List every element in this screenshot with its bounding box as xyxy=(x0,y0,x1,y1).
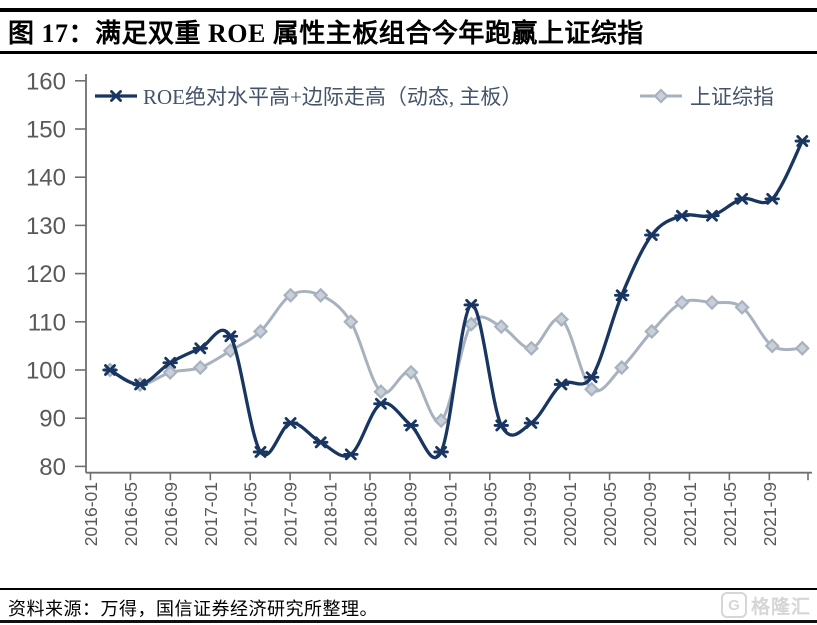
diamond-marker xyxy=(192,360,208,376)
asterisk-marker xyxy=(252,446,269,458)
y-tick-label: 110 xyxy=(28,309,66,336)
asterisk-marker xyxy=(493,419,509,432)
x-tick-label: 2018-01 xyxy=(321,482,341,546)
source-note: 资料来源：万得，国信证券经济研究所整理。 xyxy=(8,599,378,619)
asterisk-marker xyxy=(313,436,329,449)
x-tick-label: 2018-05 xyxy=(361,482,381,546)
diamond-marker xyxy=(373,384,389,400)
diamond-marker xyxy=(704,294,720,311)
x-tick-label: 2017-01 xyxy=(201,482,221,546)
y-tick-label: 90 xyxy=(39,406,66,433)
gelonghui-logo-icon: G xyxy=(720,592,747,618)
asterisk-marker xyxy=(674,209,690,222)
x-tick-label: 2016-01 xyxy=(81,482,101,546)
x-tick-label: 2020-05 xyxy=(600,482,620,546)
diamond-marker xyxy=(764,338,780,354)
asterisk-marker xyxy=(222,330,239,343)
x-tick-label: 2021-01 xyxy=(680,482,700,546)
x-tick-label: 2021-09 xyxy=(760,482,780,546)
series-line-sse-index xyxy=(109,289,803,423)
y-tick-label: 160 xyxy=(26,68,66,95)
asterisk-marker xyxy=(764,192,780,205)
asterisk-marker xyxy=(794,135,810,147)
title-rule xyxy=(0,51,817,54)
asterisk-marker xyxy=(102,364,118,376)
diamond-marker xyxy=(252,323,269,339)
gelonghui-watermark: G 格隆汇 xyxy=(720,592,811,618)
x-tick-label: 2019-09 xyxy=(520,482,540,546)
diamond-marker xyxy=(283,287,299,303)
asterisk-marker xyxy=(162,356,178,369)
asterisk-marker xyxy=(734,192,750,205)
asterisk-marker xyxy=(282,417,299,429)
diamond-marker xyxy=(433,413,449,429)
diamond-marker xyxy=(653,88,669,104)
legend-label-sse: 上证综指 xyxy=(690,85,774,109)
asterisk-marker xyxy=(704,209,720,222)
diamond-marker xyxy=(734,299,750,315)
x-tick-label: 2020-01 xyxy=(560,482,580,546)
x-tick-label: 2018-09 xyxy=(400,482,420,546)
asterisk-marker xyxy=(373,397,389,410)
x-tick-label: 2017-05 xyxy=(241,482,261,546)
diamond-marker xyxy=(343,314,359,330)
diamond-marker xyxy=(644,323,660,339)
y-tick-label: 150 xyxy=(26,117,66,144)
footer-rule xyxy=(0,588,817,590)
asterisk-marker xyxy=(553,378,570,391)
diamond-marker xyxy=(794,340,810,356)
diamond-marker xyxy=(162,364,178,380)
y-tick-label: 100 xyxy=(26,358,66,385)
asterisk-marker xyxy=(644,229,660,241)
asterisk-marker xyxy=(433,446,449,458)
diamond-marker xyxy=(553,311,570,327)
x-tick-label: 2021-05 xyxy=(720,482,740,546)
x-tick-label: 2019-01 xyxy=(440,482,460,546)
legend-label-roe: ROE绝对水平高+边际走高（动态, 主板） xyxy=(143,85,522,109)
diamond-marker xyxy=(674,294,690,311)
diamond-marker xyxy=(493,319,509,335)
bottom-rule xyxy=(0,620,817,623)
gelonghui-watermark-text: 格隆汇 xyxy=(750,596,811,618)
top-rule xyxy=(0,8,817,12)
asterisk-marker xyxy=(343,448,359,461)
diamond-marker xyxy=(614,360,630,376)
y-tick-label: 80 xyxy=(39,454,66,481)
asterisk-marker xyxy=(108,90,124,102)
asterisk-marker xyxy=(614,289,630,302)
x-tick-label: 2017-09 xyxy=(281,482,301,546)
asterisk-marker xyxy=(523,417,540,429)
asterisk-marker xyxy=(132,378,148,391)
diamond-marker xyxy=(463,316,479,332)
diamond-marker xyxy=(584,381,600,397)
x-tick-label: 2020-09 xyxy=(640,482,660,546)
asterisk-marker xyxy=(583,371,600,384)
x-tick-label: 2016-09 xyxy=(161,482,181,546)
asterisk-marker xyxy=(403,419,419,432)
diamond-marker xyxy=(403,364,419,380)
asterisk-marker xyxy=(192,342,208,355)
diamond-marker xyxy=(313,287,329,303)
x-tick-label: 2019-05 xyxy=(480,482,500,546)
y-tick-label: 130 xyxy=(26,213,66,240)
y-tick-label: 140 xyxy=(26,165,66,192)
diamond-marker xyxy=(523,340,539,356)
asterisk-marker xyxy=(463,298,479,311)
y-tick-label: 120 xyxy=(26,261,66,288)
x-tick-label: 2016-05 xyxy=(121,482,141,546)
figure-title: 图 17：满足双重 ROE 属性主板组合今年跑赢上证综指 xyxy=(8,19,644,48)
